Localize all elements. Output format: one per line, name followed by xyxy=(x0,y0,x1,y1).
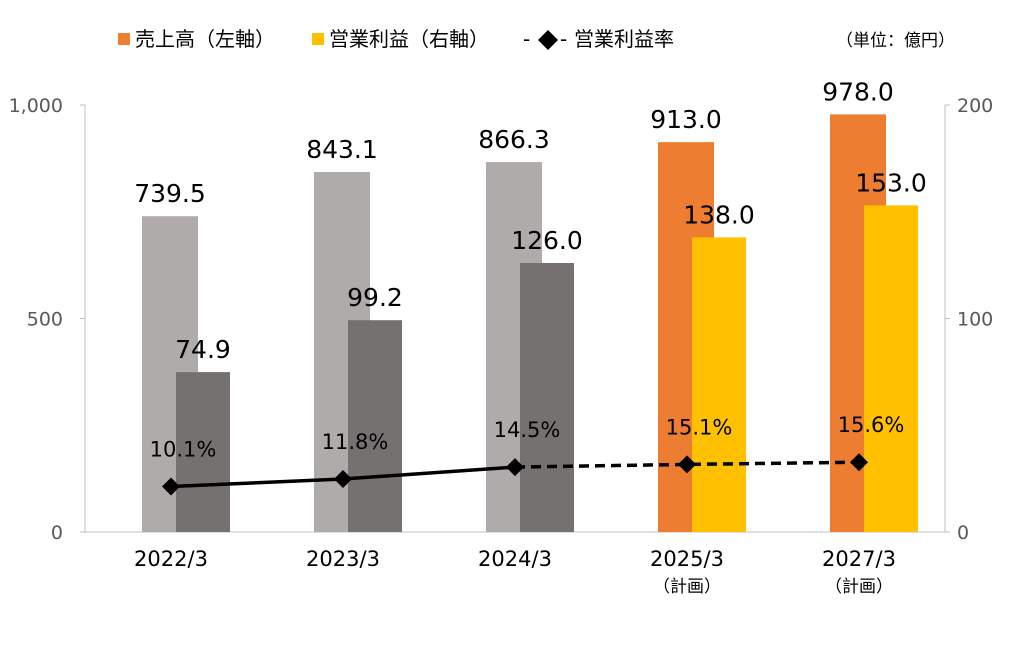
left-tick-label: 0 xyxy=(51,522,63,544)
ratio-marker xyxy=(162,477,180,496)
sales-data-label: 866.3 xyxy=(478,125,550,154)
ratio-marker xyxy=(506,458,524,477)
legend-label-sales: 売上高（左軸） xyxy=(135,27,275,51)
sales-data-label: 843.1 xyxy=(306,135,378,164)
legend-swatch-sales xyxy=(118,33,130,45)
x-tick-sublabel: （計画） xyxy=(825,577,893,597)
axes: 0 500 1,000 0 100 200 2022/3 2023/3 2024/3 2025/3… xyxy=(9,95,994,597)
left-tick-label: 500 xyxy=(27,309,63,331)
x-tick-label: 2022/3 xyxy=(134,547,208,571)
ratio-line-layer xyxy=(162,453,868,496)
legend-line-suffix: - xyxy=(560,27,567,51)
right-tick-label: 0 xyxy=(957,522,969,544)
sales-data-label: 739.5 xyxy=(134,179,206,208)
profit-bar xyxy=(692,237,746,532)
profit-bar xyxy=(348,320,402,532)
profit-bar xyxy=(520,262,574,532)
legend-label-profit: 営業利益（右軸） xyxy=(329,27,489,51)
legend-marker-ratio xyxy=(538,30,558,50)
sales-data-label: 978.0 xyxy=(822,77,894,106)
ratio-data-label: 10.1% xyxy=(150,438,217,462)
profit-data-label: 126.0 xyxy=(511,226,583,255)
legend: 売上高（左軸） 営業利益（右軸） - - 営業利益率 （単位：億円） xyxy=(118,27,955,51)
ratio-data-label: 15.1% xyxy=(666,415,733,439)
ratio-line-plan xyxy=(514,460,860,469)
x-tick-label: 2023/3 xyxy=(306,547,380,571)
right-tick-label: 200 xyxy=(957,95,993,117)
legend-swatch-profit xyxy=(312,33,324,45)
profit-data-label: 74.9 xyxy=(175,335,231,364)
ratio-marker xyxy=(850,453,868,472)
profit-bar xyxy=(176,372,230,532)
ratio-data-label: 11.8% xyxy=(322,430,389,454)
legend-line-prefix: - xyxy=(523,27,530,51)
profit-data-label: 99.2 xyxy=(347,283,403,312)
profit-bar xyxy=(864,205,918,532)
profit-data-label: 153.0 xyxy=(855,168,927,197)
profit-data-label: 138.0 xyxy=(683,200,755,229)
x-tick-sublabel: （計画） xyxy=(653,577,721,597)
data-labels: 739.5 74.9 843.1 99.2 866.3 126.0 913.0 138.0 97… xyxy=(134,77,927,461)
x-tick-label: 2027/3 xyxy=(822,547,896,571)
legend-label-ratio: 営業利益率 xyxy=(574,27,674,51)
ratio-marker xyxy=(334,469,352,488)
ratio-data-label: 15.6% xyxy=(838,413,905,437)
ratio-marker xyxy=(678,455,696,474)
ratio-data-label: 14.5% xyxy=(494,418,561,442)
sales-data-label: 913.0 xyxy=(650,105,722,134)
x-tick-label: 2025/3 xyxy=(650,547,724,571)
x-tick-label: 2024/3 xyxy=(478,547,552,571)
bars xyxy=(142,114,918,533)
unit-note: （単位：億円） xyxy=(836,31,955,51)
right-tick-label: 100 xyxy=(957,309,993,331)
left-tick-label: 1,000 xyxy=(9,95,63,117)
